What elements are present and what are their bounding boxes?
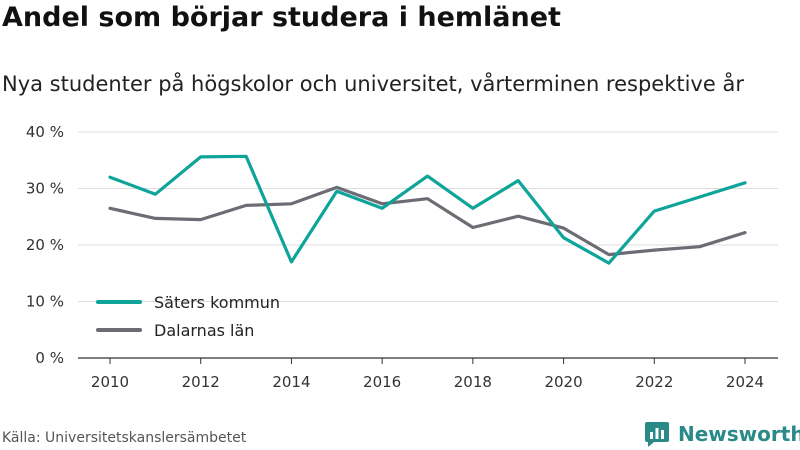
y-tick-label-30: 30 %: [26, 180, 64, 198]
x-tick-label-2010: 2010: [91, 373, 129, 391]
legend-swatch-saters: [96, 300, 142, 304]
series-lines: [108, 154, 747, 265]
x-tick-label-2018: 2018: [454, 373, 492, 391]
y-tick-label-20: 20 %: [26, 236, 64, 254]
x-tick-labels: 2010 2012 2014 2016 2018 2020 2022 2024: [91, 373, 764, 391]
x-tick-label-2016: 2016: [363, 373, 401, 391]
series-line-dalarna: [108, 185, 747, 257]
legend-label-dalarna: Dalarnas län: [154, 320, 255, 340]
x-tick-label-2022: 2022: [635, 373, 673, 391]
x-tick-label-2020: 2020: [544, 373, 582, 391]
x-axis: [78, 357, 778, 364]
chart-title: Andel som börjar studera i hemlänet: [2, 2, 561, 33]
legend-swatch-dalarna: [96, 328, 142, 332]
chart-subtitle: Nya studenter på högskolor och universit…: [2, 72, 744, 96]
x-tick-label-2014: 2014: [272, 373, 310, 391]
y-tick-label-40: 40 %: [26, 123, 64, 141]
y-tick-label-10: 10 %: [26, 293, 64, 311]
y-tick-label-0: 0 %: [35, 349, 64, 367]
source-note: Källa: Universitetskanslersämbetet: [2, 430, 247, 446]
legend: Säters kommun Dalarnas län: [96, 288, 280, 344]
x-tick-label-2024: 2024: [726, 373, 764, 391]
x-tick-label-2012: 2012: [182, 373, 220, 391]
grid-lines: [78, 131, 778, 302]
newsworthy-logo-icon: [645, 422, 669, 447]
y-tick-labels: 0 % 10 % 20 % 30 % 40 %: [26, 123, 64, 367]
legend-label-saters: Säters kommun: [154, 292, 281, 312]
line-chart: 0 % 10 % 20 % 30 % 40 % 2010 2012 2014 2016 2018…: [26, 123, 778, 391]
series-line-saters: [108, 154, 747, 265]
legend-item-dalarna: Dalarnas län: [96, 316, 280, 344]
brand-logo: Newsworthy: [644, 420, 800, 448]
legend-item-saters: Säters kommun: [96, 288, 280, 316]
brand-name: Newsworthy: [678, 422, 800, 446]
